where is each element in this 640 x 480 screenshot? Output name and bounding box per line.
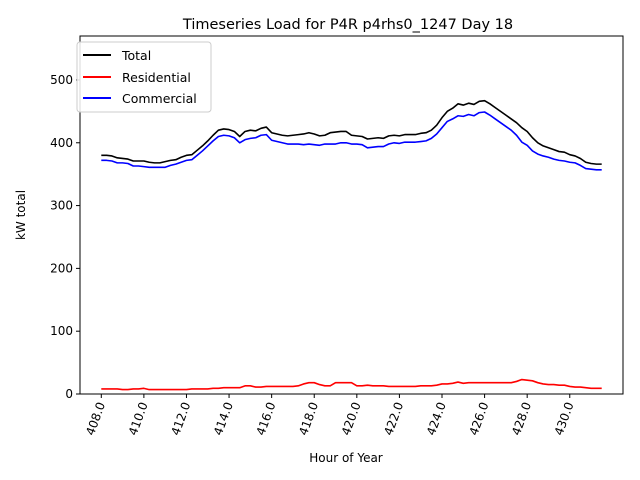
y-axis: 0 100 200 300 400 500 (50, 73, 80, 401)
y-tick-label: 0 (65, 387, 73, 401)
y-tick-label: 500 (50, 73, 73, 87)
x-tick-label: 412.0 (168, 400, 193, 437)
x-tick-label: 428.0 (509, 400, 534, 437)
x-tick-label: 422.0 (381, 400, 406, 437)
x-tick-label: 414.0 (211, 400, 236, 437)
x-tick-label: 410.0 (126, 400, 151, 437)
y-axis-label: kW total (14, 190, 28, 240)
legend-label-total: Total (121, 48, 151, 63)
x-axis-label: Hour of Year (309, 451, 383, 465)
x-tick-label: 416.0 (254, 400, 279, 437)
x-tick-label: 408.0 (83, 400, 108, 437)
y-tick-label: 300 (50, 199, 73, 213)
legend-frame (76, 41, 212, 113)
x-tick-label: 424.0 (424, 400, 449, 437)
y-tick-label: 100 (50, 324, 73, 338)
x-tick-label: 418.0 (296, 400, 321, 437)
series-line-commercial (101, 111, 602, 171)
x-tick-label: 426.0 (467, 400, 492, 437)
series-layer (101, 99, 602, 391)
chart-title: Timeseries Load for P4R p4rhs0_1247 Day … (182, 17, 513, 33)
legend-label-residential: Residential (122, 70, 191, 85)
legend: Total Residential Commercial (76, 41, 212, 113)
series-line-total (101, 99, 602, 165)
plot-frame (79, 35, 624, 395)
legend-label-commercial: Commercial (122, 91, 197, 106)
x-axis: 408.0 410.0 412.0 414.0 416.0 418.0 420.0 422.0… (83, 394, 577, 437)
x-tick-label: 430.0 (552, 400, 577, 437)
series-line-residential (101, 378, 602, 391)
x-tick-label: 420.0 (339, 400, 364, 437)
y-tick-label: 200 (50, 261, 73, 275)
y-tick-label: 400 (50, 136, 73, 150)
plot-area (79, 35, 624, 395)
